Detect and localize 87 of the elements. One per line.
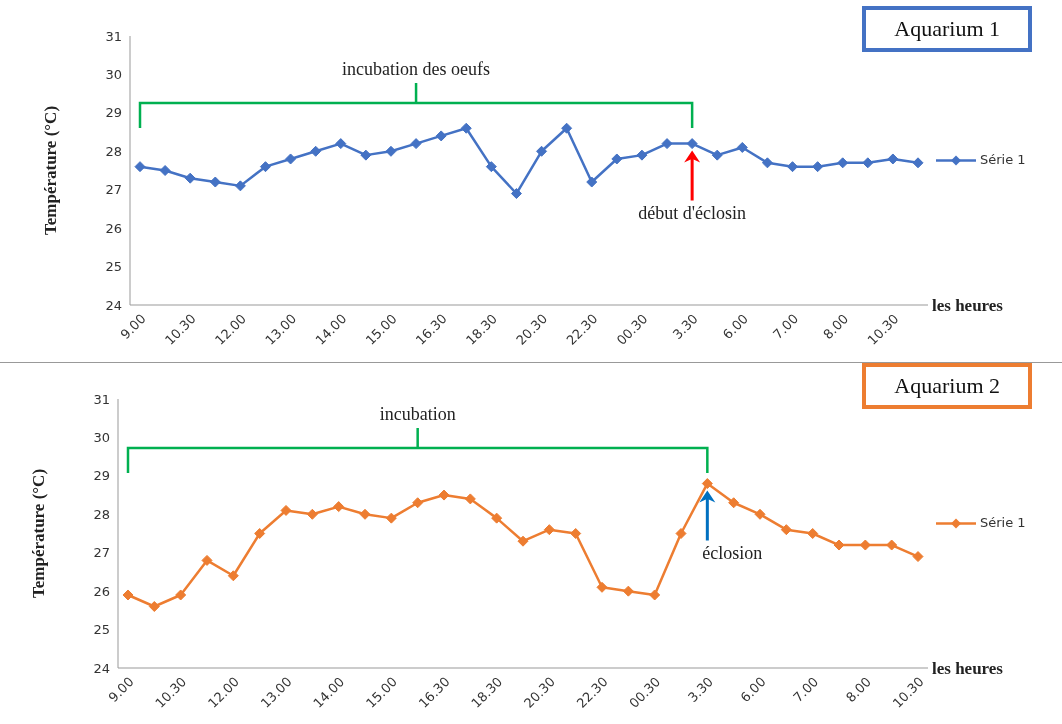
point — [333, 501, 345, 513]
point — [912, 551, 924, 563]
y-tick-label: 26 — [105, 220, 122, 236]
point — [201, 554, 213, 566]
point — [807, 528, 819, 539]
y-tick-label: 25 — [93, 622, 110, 638]
point — [701, 478, 713, 490]
point — [438, 489, 450, 501]
point — [570, 528, 582, 539]
point — [485, 161, 497, 173]
point — [912, 157, 924, 169]
point — [622, 585, 634, 597]
point — [675, 528, 687, 539]
point — [184, 172, 196, 184]
y-tick-label: 29 — [93, 468, 110, 484]
annotation: début d'éclosin — [638, 202, 746, 223]
point — [636, 149, 648, 161]
point — [728, 497, 740, 509]
y-tick-label: 31 — [93, 391, 110, 407]
point — [649, 589, 661, 601]
point — [761, 157, 773, 169]
point — [285, 153, 297, 165]
point — [410, 138, 422, 150]
x-axis-title: les heures — [932, 296, 1004, 315]
point — [862, 157, 874, 169]
annotation: incubation des oeufs — [342, 59, 491, 79]
y-tick-label: 29 — [105, 105, 122, 121]
point — [491, 512, 503, 524]
y-axis-title: Température (°C) — [40, 105, 60, 236]
point — [310, 145, 322, 157]
point — [209, 176, 221, 188]
point — [543, 524, 555, 536]
point — [122, 589, 134, 601]
point — [596, 581, 608, 593]
point — [148, 601, 160, 613]
point — [812, 161, 824, 173]
point — [412, 497, 424, 509]
point — [586, 176, 598, 188]
x-axis-title: les heures — [932, 659, 1004, 678]
point — [306, 508, 318, 520]
point — [754, 508, 766, 520]
point — [887, 153, 899, 165]
point — [134, 161, 146, 173]
point — [360, 149, 372, 161]
y-tick-label: 24 — [93, 660, 110, 676]
legend-label: Série 1 — [980, 515, 1026, 530]
y-tick-label: 27 — [93, 545, 110, 561]
point — [159, 165, 171, 176]
annotation: éclosion — [702, 542, 763, 563]
point — [435, 130, 447, 142]
point — [780, 524, 792, 536]
point — [611, 153, 623, 165]
y-tick-label: 24 — [105, 297, 122, 313]
y-tick-label: 30 — [93, 430, 110, 446]
y-tick-label: 31 — [105, 28, 122, 44]
point — [254, 528, 266, 539]
chart-title: Aquarium 2 — [862, 363, 1032, 409]
point — [686, 138, 698, 150]
point — [561, 122, 573, 134]
point — [536, 145, 548, 157]
point — [359, 508, 371, 520]
y-tick-label: 28 — [93, 506, 110, 522]
y-tick-label: 27 — [105, 182, 122, 198]
point — [234, 180, 246, 192]
legend-label: Série 1 — [980, 152, 1026, 167]
y-tick-label: 28 — [105, 143, 122, 159]
point — [385, 512, 397, 524]
annotation: incubation — [379, 404, 456, 424]
y-tick-label: 30 — [105, 67, 122, 83]
point — [460, 122, 472, 134]
y-tick-label: 26 — [93, 583, 110, 599]
chart-title: Aquarium 1 — [862, 6, 1032, 52]
point — [711, 149, 723, 161]
point — [517, 535, 529, 547]
point — [335, 138, 347, 150]
point — [280, 504, 292, 516]
point — [227, 570, 239, 582]
point — [736, 141, 748, 153]
point — [464, 493, 476, 505]
y-axis-title: Température (°C) — [28, 468, 48, 599]
point — [385, 145, 397, 157]
point — [886, 539, 898, 551]
point — [661, 138, 673, 150]
point — [175, 589, 187, 601]
point — [510, 188, 522, 200]
y-tick-label: 25 — [105, 259, 122, 275]
point — [259, 161, 271, 173]
